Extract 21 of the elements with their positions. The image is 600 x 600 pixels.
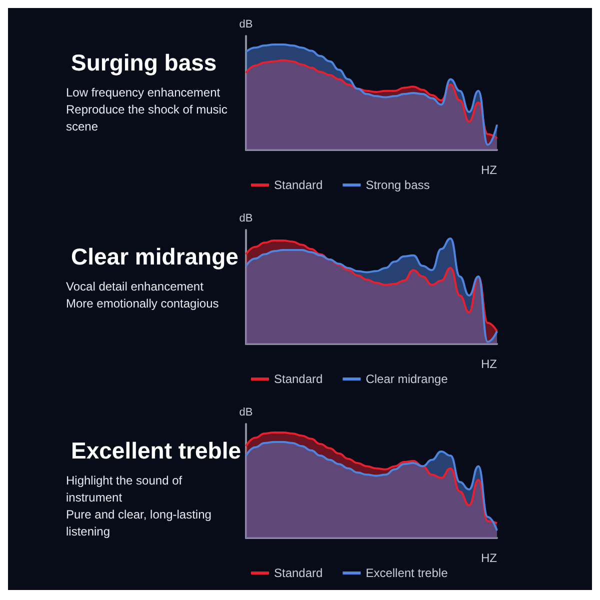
y-axis-title: dB	[239, 212, 253, 224]
legend-label: Clear midrange	[366, 372, 448, 386]
chart-title: Clear midrange	[71, 244, 238, 270]
x-axis-title: HZ	[481, 551, 497, 565]
legend-label: Standard	[274, 566, 323, 580]
y-axis-title: dB	[239, 18, 253, 30]
legend-label: Excellent treble	[366, 566, 448, 580]
chart-title: Surging bass	[71, 50, 217, 76]
x-axis-title: HZ	[481, 357, 497, 371]
chart-title: Excellent treble	[71, 438, 242, 464]
legend-label: Standard	[274, 372, 323, 386]
text: More emotionally contagious	[66, 296, 219, 310]
text: Highlight the sound of instrument	[66, 474, 186, 504]
text: Vocal detail enhancement	[66, 280, 204, 294]
y-axis-title: dB	[239, 406, 253, 418]
text: Pure and clear, long-lasting listening	[66, 508, 215, 538]
text: Reproduce the shock of music scene	[66, 102, 231, 134]
legend-label: Strong bass	[366, 178, 430, 192]
legend-label: Standard	[274, 178, 323, 192]
x-axis-title: HZ	[481, 163, 497, 177]
text: Low frequency enhancement	[66, 86, 221, 100]
